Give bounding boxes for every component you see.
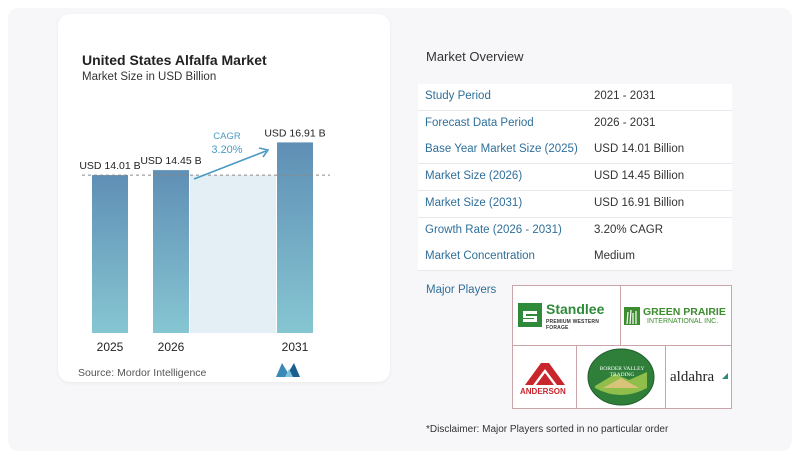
anderson-name: ANDERSON <box>520 387 566 396</box>
border-valley-name: BORDER VALLEY TRADING <box>599 366 645 378</box>
cagr-arrowhead <box>258 147 270 158</box>
x-tick-2025: 2025 <box>97 340 124 354</box>
overview-row-key: Market Size (2026) <box>425 170 523 183</box>
mordor-intelligence-logo <box>276 363 300 377</box>
bar-2031 <box>277 142 313 333</box>
data-label-2026: USD 14.45 B <box>140 155 201 167</box>
border-valley-logo <box>587 348 655 406</box>
cagr-band <box>190 175 276 333</box>
green-prairie-sub: INTERNATIONAL INC. <box>647 318 719 325</box>
anderson-logo: ANDERSON <box>518 361 572 401</box>
overview-row-value: USD 14.01 Billion <box>594 143 685 156</box>
overview-row: Market Size (2026) USD 14.45 Billion <box>418 164 732 192</box>
overview-row: Market Concentration Medium <box>418 244 732 272</box>
overview-row-value: 2021 - 2031 <box>594 90 656 102</box>
standlee-tagline: PREMIUM WESTERN FORAGE <box>546 319 599 331</box>
overview-row: Market Size (2031) USD 16.91 Billion <box>418 190 732 218</box>
overview-row: Base Year Market Size (2025) USD 14.01 Bi… <box>418 137 732 165</box>
standlee-name: Standlee <box>546 301 605 317</box>
chart-subtitle: Market Size in USD Billion <box>82 71 217 83</box>
overview-row-key: Study Period <box>425 90 491 102</box>
overview-row-value: USD 16.91 Billion <box>594 196 685 209</box>
x-tick-2031: 2031 <box>282 340 309 354</box>
standlee-mark-icon <box>518 303 542 327</box>
overview-row: Forecast Data Period 2026 - 2031 <box>418 110 732 138</box>
overview-row-key: Market Size (2031) <box>425 196 523 209</box>
data-label-2031: USD 16.91 B <box>264 127 325 139</box>
data-label-2025: USD 14.01 B <box>79 160 140 172</box>
overview-row-value: Medium <box>594 250 635 263</box>
overview-row-key: Market Concentration <box>425 250 535 263</box>
overview-row: Growth Rate (2026 - 2031) 3.20% CAGR <box>418 217 732 245</box>
overview-row-key: Forecast Data Period <box>425 116 534 129</box>
cagr-label: CAGR <box>213 131 241 142</box>
overview-row: Study Period 2021 - 2031 <box>418 84 732 111</box>
aldahra-name: aldahra <box>670 369 715 385</box>
green-prairie-mark-icon <box>624 307 640 325</box>
major-players-label: Major Players <box>426 284 497 296</box>
overview-title: Market Overview <box>426 49 524 64</box>
aldahra-logo: aldahra <box>668 367 730 395</box>
green-prairie-logo: GREEN PRAIRIE INTERNATIONAL INC. <box>624 305 728 331</box>
bar-2025 <box>92 175 128 333</box>
x-tick-2026: 2026 <box>158 340 185 354</box>
aldahra-dot-icon <box>722 373 728 379</box>
overview-row-key: Growth Rate (2026 - 2031) <box>425 223 562 236</box>
overview-row-key: Base Year Market Size (2025) <box>425 143 578 156</box>
cagr-value: 3.20% <box>211 144 242 156</box>
anderson-mark-icon <box>525 363 565 385</box>
chart-title: United States Alfalfa Market <box>82 52 267 68</box>
major-players-logos: Standlee PREMIUM WESTERN FORAGE GREEN PR… <box>512 285 732 409</box>
green-prairie-name: GREEN PRAIRIE <box>643 306 726 318</box>
overview-row-value: 2026 - 2031 <box>594 116 656 129</box>
standlee-logo: Standlee PREMIUM WESTERN FORAGE <box>518 299 618 335</box>
disclaimer: *Disclaimer: Major Players sorted in no … <box>426 424 669 435</box>
cagr-arrow <box>193 150 267 180</box>
bar-2026 <box>153 170 189 333</box>
source-note: Source: Mordor Intelligence <box>78 367 207 379</box>
overview-row-value: 3.20% CAGR <box>594 223 664 236</box>
overview-row-value: USD 14.45 Billion <box>594 170 685 183</box>
